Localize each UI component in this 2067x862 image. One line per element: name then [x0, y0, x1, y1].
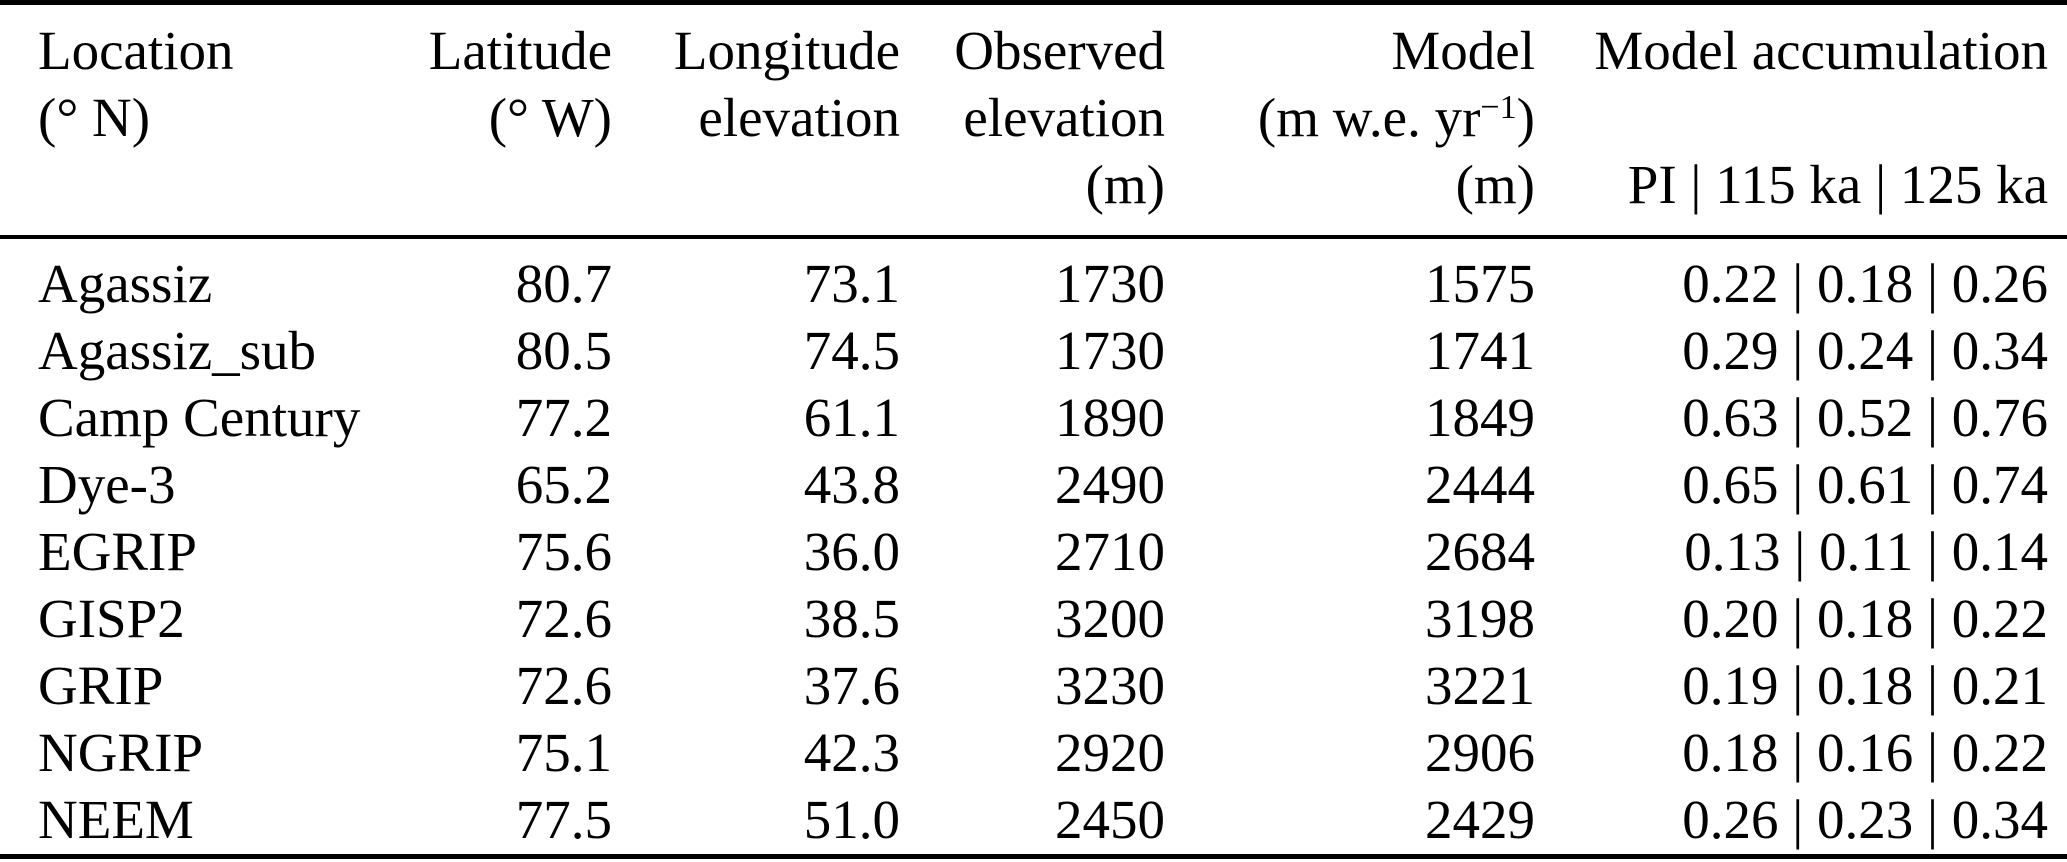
header-line: Longitude	[673, 20, 900, 81]
cell-observed-elevation: 1890	[1055, 387, 1165, 448]
cell-longitude: 74.5	[803, 320, 900, 381]
cell-model-accumulation: 0.65 | 0.61 | 0.74	[1682, 454, 2048, 515]
header-line	[612, 151, 900, 218]
cell-longitude: 42.3	[803, 722, 900, 783]
table-header: Location (° N) Latitude (° W) Longitude …	[0, 0, 2067, 218]
cell-longitude: 36.0	[803, 521, 900, 582]
table-row-camp-century: Camp Century 77.2 61.1 1890 1849 0.63 | …	[0, 384, 2067, 451]
table-row-agassiz: Agassiz 80.7 73.1 1730 1575 0.22 | 0.18 …	[0, 218, 2067, 317]
cell-latitude: 77.2	[515, 387, 612, 448]
unit-prefix: (m w.e. yr	[1257, 87, 1481, 148]
header-line: Observed	[954, 20, 1165, 81]
table-top-rule	[0, 0, 2067, 5]
cell-model-elevation: 2429	[1425, 789, 1535, 850]
cell-model-accumulation: 0.26 | 0.23 | 0.34	[1682, 789, 2048, 850]
cell-model-elevation: 1575	[1425, 253, 1535, 314]
cell-longitude: 37.6	[803, 655, 900, 716]
cell-observed-elevation: 2450	[1055, 789, 1165, 850]
cell-location: Camp Century	[38, 387, 361, 448]
header-line: Latitude	[428, 20, 612, 81]
cell-model-elevation: 2684	[1425, 521, 1535, 582]
cell-location: NGRIP	[38, 722, 204, 783]
cell-observed-elevation: 1730	[1055, 253, 1165, 314]
cell-location: GRIP	[38, 655, 164, 716]
cell-longitude: 61.1	[803, 387, 900, 448]
cell-model-accumulation: 0.18 | 0.16 | 0.22	[1682, 722, 2048, 783]
cell-location: GISP2	[38, 588, 185, 649]
cell-model-elevation: 1741	[1425, 320, 1535, 381]
unit-suffix: )	[1516, 87, 1535, 148]
cell-latitude: 75.1	[515, 722, 612, 783]
cell-latitude: 75.6	[515, 521, 612, 582]
header-line: elevation	[963, 87, 1165, 148]
cell-longitude: 43.8	[803, 454, 900, 515]
cell-longitude: 73.1	[803, 253, 900, 314]
cell-observed-elevation: 2490	[1055, 454, 1165, 515]
cell-model-elevation: 2444	[1425, 454, 1535, 515]
cell-model-elevation: 1849	[1425, 387, 1535, 448]
cell-location: EGRIP	[38, 521, 197, 582]
col-header-latitude: Latitude (° W)	[390, 0, 612, 218]
cell-observed-elevation: 2710	[1055, 521, 1165, 582]
cell-model-accumulation: 0.63 | 0.52 | 0.76	[1682, 387, 2048, 448]
table-header-rule	[0, 235, 2067, 239]
col-header-model-accumulation: Model accumulation PI | 115 ka | 125 ka	[1535, 0, 2067, 218]
header-line: (° N)	[38, 87, 151, 148]
header-line	[38, 151, 390, 218]
table-bottom-rule	[0, 854, 2067, 859]
col-header-location: Location (° N)	[0, 0, 390, 218]
cell-latitude: 80.7	[515, 253, 612, 314]
cell-model-elevation: 3198	[1425, 588, 1535, 649]
cell-location: NEEM	[38, 789, 194, 850]
col-header-model-elevation: Model (m w.e. yr−1) (m)	[1165, 0, 1535, 218]
cell-observed-elevation: 3200	[1055, 588, 1165, 649]
cell-model-elevation: 3221	[1425, 655, 1535, 716]
col-header-observed-elevation: Observed elevation (m)	[900, 0, 1165, 218]
cell-latitude: 77.5	[515, 789, 612, 850]
header-row: Location (° N) Latitude (° W) Longitude …	[0, 0, 2067, 218]
table-row-neem: NEEM 77.5 51.0 2450 2429 0.26 | 0.23 | 0…	[0, 786, 2067, 853]
cell-observed-elevation: 1730	[1055, 320, 1165, 381]
unit-superscript: −1	[1480, 89, 1517, 127]
cell-latitude: 72.6	[515, 588, 612, 649]
cell-longitude: 51.0	[803, 789, 900, 850]
cell-model-accumulation: 0.13 | 0.11 | 0.14	[1684, 521, 2048, 582]
table-row-dye-3: Dye-3 65.2 43.8 2490 2444 0.65 | 0.61 | …	[0, 451, 2067, 518]
header-line: Location	[38, 20, 234, 81]
cell-observed-elevation: 2920	[1055, 722, 1165, 783]
cell-model-accumulation: 0.29 | 0.24 | 0.34	[1682, 320, 2048, 381]
header-line-unit: (m w.e. yr−1)	[1165, 84, 1535, 151]
header-line	[390, 151, 612, 218]
cell-model-elevation: 2906	[1425, 722, 1535, 783]
col-header-longitude: Longitude elevation	[612, 0, 900, 218]
table-row-ngrip: NGRIP 75.1 42.3 2920 2906 0.18 | 0.16 | …	[0, 719, 2067, 786]
cell-location: Agassiz	[38, 253, 213, 314]
header-line: Model	[1391, 20, 1535, 81]
cell-model-accumulation: 0.20 | 0.18 | 0.22	[1682, 588, 2048, 649]
header-line: PI | 115 ka | 125 ka	[1627, 154, 2048, 215]
cell-latitude: 65.2	[515, 454, 612, 515]
header-line: (° W)	[488, 87, 612, 148]
cell-observed-elevation: 3230	[1055, 655, 1165, 716]
header-line	[1535, 84, 2048, 151]
cell-model-accumulation: 0.22 | 0.18 | 0.26	[1682, 253, 2048, 314]
cell-location: Agassiz_sub	[38, 320, 317, 381]
cell-latitude: 80.5	[515, 320, 612, 381]
cell-model-accumulation: 0.19 | 0.18 | 0.21	[1682, 655, 2048, 716]
header-line: (m)	[1455, 154, 1535, 215]
header-line: Model accumulation	[1594, 20, 2048, 81]
table-row-grip: GRIP 72.6 37.6 3230 3221 0.19 | 0.18 | 0…	[0, 652, 2067, 719]
table-row-egrip: EGRIP 75.6 36.0 2710 2684 0.13 | 0.11 | …	[0, 518, 2067, 585]
table-row-agassiz-sub: Agassiz_sub 80.5 74.5 1730 1741 0.29 | 0…	[0, 317, 2067, 384]
table-body: Agassiz 80.7 73.1 1730 1575 0.22 | 0.18 …	[0, 218, 2067, 853]
cell-longitude: 38.5	[803, 588, 900, 649]
cell-latitude: 72.6	[515, 655, 612, 716]
header-line: elevation	[698, 87, 900, 148]
header-line: (m)	[1085, 154, 1165, 215]
table-row-gisp2: GISP2 72.6 38.5 3200 3198 0.20 | 0.18 | …	[0, 585, 2067, 652]
cell-location: Dye-3	[38, 454, 176, 515]
